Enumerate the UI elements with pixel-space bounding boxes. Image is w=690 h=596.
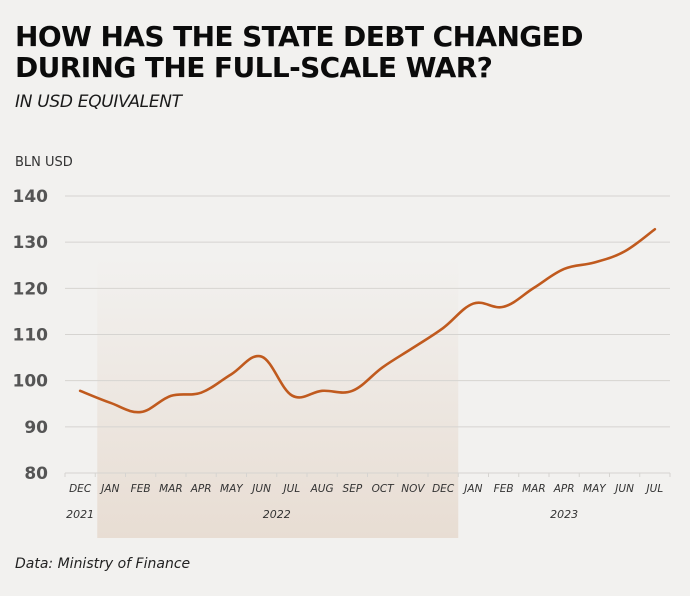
series-layer [78,227,657,414]
data-point-9 [351,390,353,392]
year-label-2021: 2021 [66,508,94,521]
chart-title: HOW HAS THE STATE DEBT CHANGED DURING TH… [15,21,685,83]
x-tick-label-17: MAY [583,483,607,495]
highlight-region-2022 [97,258,459,538]
data-point-17 [593,261,595,263]
x-tick-label-6: JUN [250,483,271,495]
x-tick-label-7: JUL [282,483,301,495]
x-tick-label-13: JAN [462,483,482,495]
x-tick-label-4: APR [190,483,212,495]
chart-title-line-2: DURING THE FULL-SCALE WAR? [15,51,493,84]
x-tick-label-5: MAY [220,483,244,495]
chart-title-line-1: HOW HAS THE STATE DEBT CHANGED [15,20,583,53]
y-axis-unit-label: BLN USD [15,155,73,170]
highlight-region-layer [97,258,459,538]
data-point-18 [623,250,625,252]
x-tick-label-2: FEB [131,483,151,495]
x-tick-label-9: SEP [343,483,363,495]
data-point-1 [109,402,111,404]
data-point-11 [412,347,414,349]
data-point-14 [502,306,504,308]
data-point-10 [381,366,383,368]
y-tick-label-80: 80 [24,464,48,484]
y-tick-label-90: 90 [24,418,48,438]
data-source-note: Data: Ministry of Finance [15,556,191,572]
x-tick-label-12: DEC [432,483,455,495]
y-tick-label-130: 130 [13,233,49,253]
x-tick-label-14: FEB [494,483,514,495]
data-point-15 [533,287,535,289]
x-tick-label-8: AUG [310,483,334,495]
x-axis-ticks: DEC JAN FEB MAR APR MAY JUN JUL AUG SEP OCT NOV DEC J… [64,473,671,495]
y-tick-label-100: 100 [13,372,49,392]
x-tick-label-1: JAN [99,483,119,495]
x-tick-label-0: DEC [69,483,92,495]
x-tick-label-11: NOV [401,483,425,495]
year-labels: 2021 2022 2023 [66,508,578,521]
data-point-7 [291,394,293,396]
data-point-16 [563,268,565,270]
data-point-6 [260,355,262,357]
data-point-12 [442,327,444,329]
x-tick-label-15: MAR [522,483,546,495]
data-point-19 [654,228,656,230]
y-tick-label-110: 110 [13,326,49,346]
chart-subtitle: IN USD EQUIVALENT [15,92,182,112]
y-tick-label-140: 140 [13,187,49,207]
data-point-8 [321,390,323,392]
x-tick-label-19: JUL [645,483,664,495]
year-label-2023: 2023 [550,508,578,521]
data-point-13 [472,302,474,304]
data-point-5 [230,373,232,375]
x-tick-label-10: OCT [372,483,396,495]
year-label-2022: 2022 [263,508,291,521]
data-point-3 [170,395,172,397]
x-tick-label-18: JUN [613,483,634,495]
series-line-state-debt [78,227,657,414]
data-point-0 [79,390,81,392]
x-tick-label-16: APR [553,483,575,495]
y-axis-ticks: 80 90 100 110 120 130 140 [13,187,49,484]
data-point-4 [200,391,202,393]
y-tick-label-120: 120 [13,279,49,299]
x-tick-label-3: MAR [159,483,183,495]
data-point-2 [139,411,141,413]
